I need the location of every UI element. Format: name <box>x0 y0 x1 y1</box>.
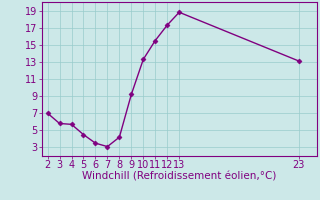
X-axis label: Windchill (Refroidissement éolien,°C): Windchill (Refroidissement éolien,°C) <box>82 172 276 182</box>
